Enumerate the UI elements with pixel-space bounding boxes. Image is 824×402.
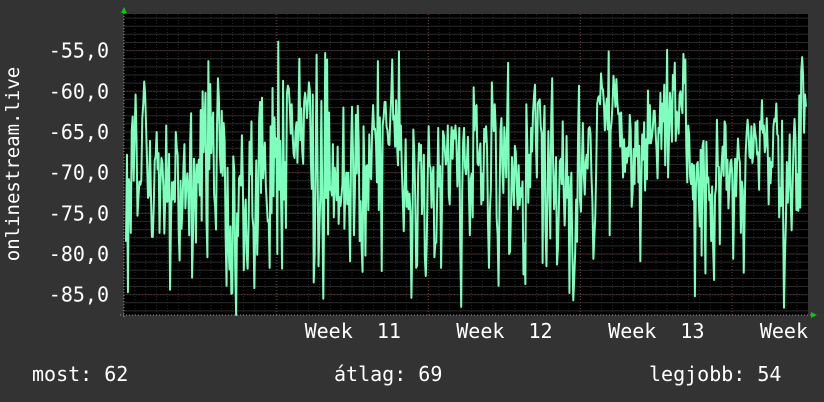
y-axis-arrow-icon: [121, 7, 127, 13]
y-axis-ticks: -55,0 -60,0 -65,0 -70,0 -75,0 -80,0 -85,0: [49, 39, 109, 307]
y-tick-label: -80,0: [49, 242, 109, 266]
y-tick-label: -75,0: [49, 201, 109, 225]
average-value-label: átlag: 69: [334, 362, 443, 386]
current-value-label: most: 62: [32, 362, 129, 386]
y-tick-label: -60,0: [49, 79, 109, 103]
x-tick-label: Week 14: [760, 319, 824, 343]
x-axis-ticks: Week 11 Week 12 Week 13 Week 14: [305, 319, 824, 343]
y-tick-label: -70,0: [49, 161, 109, 185]
y-tick-label: -85,0: [49, 283, 109, 307]
series-line: [125, 40, 807, 316]
y-tick-label: -65,0: [49, 120, 109, 144]
x-tick-label: Week 13: [608, 319, 704, 343]
x-axis-arrow-icon: [811, 312, 817, 318]
x-tick-label: Week 11: [305, 319, 401, 343]
x-tick-label: Week 12: [456, 319, 552, 343]
y-tick-label: -55,0: [49, 39, 109, 63]
y-axis-label: onlinestream.live: [2, 67, 24, 261]
best-value-label: legjobb: 54: [649, 362, 782, 386]
